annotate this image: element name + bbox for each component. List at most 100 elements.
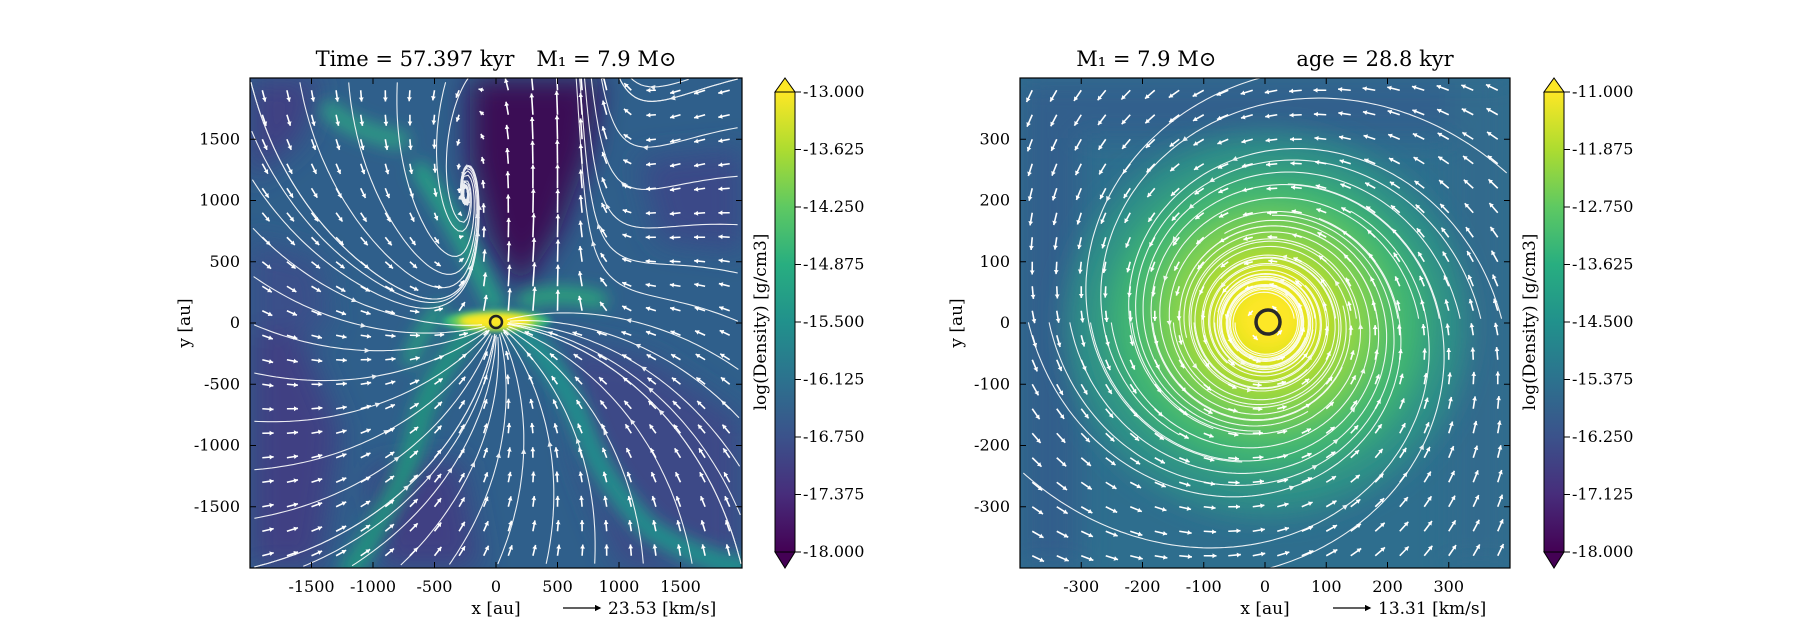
velocity-vector-head [1380, 522, 1385, 528]
velocity-vector-head [1436, 84, 1442, 90]
colorbar-tick-label: -13.000 [803, 82, 864, 101]
velocity-vector-head [287, 145, 292, 150]
velocity-vector-head [602, 471, 608, 477]
velocity-vector-head [1388, 133, 1393, 139]
velocity-vector-head [719, 306, 724, 311]
right-velocity-vectors [1025, 83, 1505, 563]
velocity-vector-head [1147, 192, 1152, 198]
velocity-vector-head [389, 475, 395, 481]
velocity-vector-head [1029, 245, 1034, 250]
velocity-vector-head [1231, 384, 1237, 389]
right-colorbar-ticks: -11.000 -11.875 -12.750 -13.625 -14.500 -15.3… [1564, 82, 1633, 561]
colorbar-tick-label: -16.125 [803, 370, 864, 389]
velocity-vector-head [364, 264, 369, 269]
velocity-vector-head [1472, 396, 1477, 401]
streamline-arrow [669, 95, 676, 101]
velocity-vector-head [1102, 293, 1108, 298]
velocity-vector-head [456, 164, 462, 170]
colorbar-tick-label: -16.250 [1572, 427, 1633, 446]
velocity-vector-head [1082, 365, 1087, 371]
streamline-arrow [649, 85, 656, 91]
velocity-vector-head [1441, 227, 1446, 233]
velocity-vector-head [506, 264, 512, 269]
velocity-vector-head [1486, 108, 1492, 113]
velocity-vector-head [1377, 424, 1382, 429]
velocity-vector-head [601, 177, 606, 183]
velocity-vector-head [1053, 269, 1059, 275]
velocity-vector-head [1234, 456, 1239, 461]
velocity-vector-head [1073, 96, 1079, 101]
velocity-vector-head [1380, 547, 1385, 552]
velocity-vector-head [1220, 262, 1226, 268]
colorbar-tick-label: -14.875 [803, 255, 864, 274]
velocity-vector-head [1036, 438, 1041, 443]
colorbar-tick-label: -15.375 [1572, 370, 1633, 389]
velocity-vector-head [578, 93, 584, 98]
velocity-vector [580, 78, 583, 91]
velocity-vector-head [1293, 257, 1299, 262]
velocity-vector-head [1123, 193, 1128, 199]
velocity-vector-head [1028, 221, 1034, 226]
velocity-vector-head [694, 258, 699, 264]
colorbar-tick-label: -11.875 [1572, 140, 1633, 159]
velocity-vector-head [1418, 252, 1423, 257]
velocity-vector-head [1284, 526, 1289, 532]
velocity-vector-head [506, 241, 512, 246]
velocity-vector-head [1283, 453, 1288, 459]
velocity-vector-head [601, 228, 606, 233]
velocity-vector-head [529, 422, 535, 428]
velocity-vector-head [524, 331, 530, 336]
velocity-vector-head [1468, 299, 1474, 304]
velocity-vector-head [1298, 303, 1303, 308]
velocity-vector-head [335, 121, 341, 126]
velocity-vector-head [504, 78, 509, 84]
velocity-vector-head [1427, 521, 1432, 526]
streamline [590, 78, 738, 190]
velocity-vector-head [696, 377, 701, 382]
velocity-vector-head [1425, 422, 1430, 427]
streamline-arrow [1419, 444, 1424, 451]
velocity-vector-head [578, 195, 584, 200]
velocity-vector-head [718, 138, 723, 143]
velocity-vector-head [413, 499, 418, 504]
velocity-vector-head [413, 523, 418, 528]
streamline-arrow [575, 437, 581, 444]
velocity-vector-head [723, 472, 729, 477]
velocity-vector-head [1176, 316, 1182, 321]
velocity-vector-head [360, 145, 365, 151]
velocity-vector-head [1423, 372, 1428, 378]
velocity-vector-head [1387, 109, 1393, 115]
velocity-vector-head [1356, 523, 1361, 529]
velocity-vector-head [409, 193, 414, 198]
streamline-arrow [642, 145, 649, 151]
y-tick-label: 100 [979, 252, 1010, 271]
velocity-vector-head [623, 159, 628, 164]
velocity-vector-head [437, 284, 443, 290]
velocity-vector-head [1415, 204, 1421, 210]
velocity-vector-head [1181, 387, 1187, 392]
streamline-arrow [447, 467, 453, 474]
velocity-vector-head [671, 354, 676, 359]
velocity-vector-head [1355, 499, 1361, 504]
left-colorbar [774, 77, 796, 569]
velocity-vector-head [1307, 477, 1313, 482]
velocity-vector-head [366, 333, 372, 339]
velocity-vector-head [623, 377, 628, 382]
velocity-vector-head [1366, 206, 1371, 211]
velocity-vector-head [700, 496, 705, 501]
streamline-arrow [364, 347, 371, 354]
y-tick-label: 200 [979, 191, 1010, 210]
velocity-vector-head [625, 424, 630, 429]
velocity-vector-head [572, 331, 578, 336]
velocity-vector-head [1209, 457, 1215, 462]
velocity-vector-head [529, 70, 534, 74]
velocity-vector-head [622, 184, 628, 189]
velocity-vector-head [365, 452, 371, 457]
velocity-vector-head [269, 551, 274, 557]
velocity-vector-head [531, 213, 537, 218]
velocity-vector-head [480, 180, 486, 185]
velocity-vector-head [341, 501, 347, 506]
velocity-vector-head [1471, 371, 1477, 377]
velocity-vector-head [1387, 85, 1392, 91]
velocity-vector-head [1396, 324, 1402, 329]
